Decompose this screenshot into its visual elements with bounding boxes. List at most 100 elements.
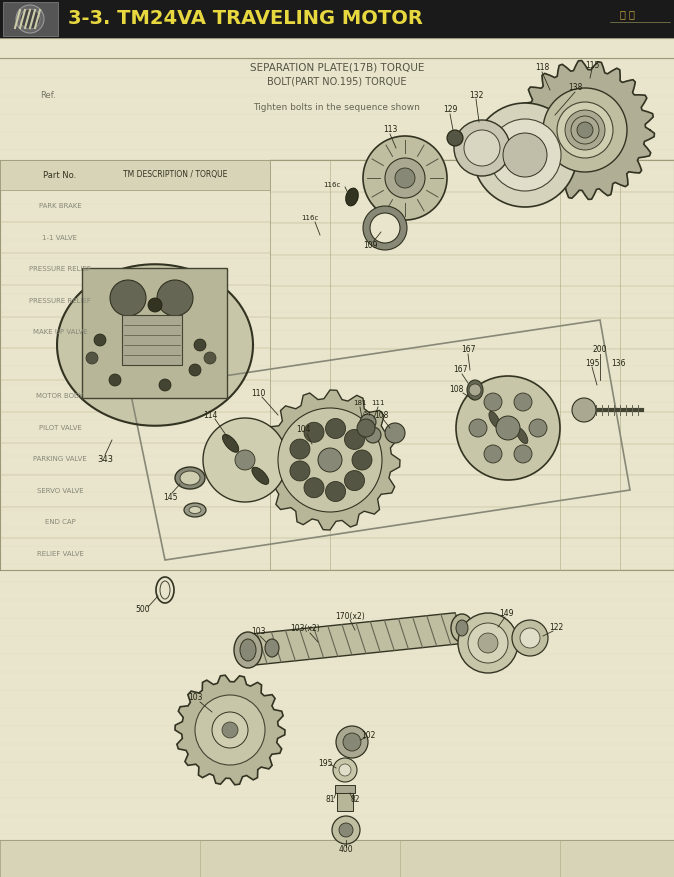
Text: 195: 195 (585, 359, 599, 367)
Ellipse shape (467, 380, 483, 400)
Circle shape (344, 471, 365, 490)
Text: BOLT(PART NO.195) TORQUE: BOLT(PART NO.195) TORQUE (268, 77, 406, 87)
Circle shape (514, 445, 532, 463)
Circle shape (370, 213, 400, 243)
Circle shape (514, 393, 532, 411)
Circle shape (339, 823, 353, 837)
Text: 167: 167 (453, 366, 467, 374)
Circle shape (520, 628, 540, 648)
Circle shape (543, 88, 627, 172)
Text: 103: 103 (251, 628, 266, 637)
Circle shape (278, 408, 382, 512)
Circle shape (235, 450, 255, 470)
Circle shape (195, 695, 265, 765)
Text: 3-3. TM24VA TRAVELING MOTOR: 3-3. TM24VA TRAVELING MOTOR (68, 10, 423, 28)
Circle shape (110, 280, 146, 316)
Text: PARK BRAKE: PARK BRAKE (38, 203, 82, 209)
Bar (0, 840, 674, 877)
Text: 102: 102 (361, 731, 375, 739)
Circle shape (363, 136, 447, 220)
Polygon shape (260, 390, 400, 530)
Bar (0, 160, 270, 190)
Circle shape (194, 339, 206, 351)
Text: 122: 122 (549, 624, 563, 632)
Circle shape (343, 733, 361, 751)
Text: PILOT VALVE: PILOT VALVE (38, 424, 82, 431)
Circle shape (454, 120, 510, 176)
Text: 400: 400 (339, 845, 353, 854)
Text: 1-1 VALVE: 1-1 VALVE (42, 234, 78, 240)
Text: 167: 167 (461, 346, 475, 354)
Text: 113: 113 (383, 125, 397, 134)
Circle shape (352, 450, 372, 470)
Text: MAKE UP VALVE: MAKE UP VALVE (32, 330, 88, 336)
Text: Part No.: Part No. (43, 170, 77, 180)
Circle shape (212, 712, 248, 748)
Text: 116c: 116c (324, 182, 340, 188)
Ellipse shape (234, 632, 262, 668)
Circle shape (332, 816, 360, 844)
Circle shape (189, 364, 201, 376)
Polygon shape (243, 613, 465, 666)
Text: 500: 500 (135, 605, 150, 615)
Text: 109: 109 (363, 240, 377, 249)
Circle shape (360, 414, 376, 430)
Circle shape (363, 206, 407, 250)
Text: 114: 114 (203, 410, 217, 419)
Circle shape (204, 352, 216, 364)
Ellipse shape (222, 434, 239, 453)
Text: 343: 343 (97, 455, 113, 465)
Circle shape (94, 334, 106, 346)
Bar (82, 268, 227, 398)
Ellipse shape (189, 507, 201, 514)
Text: 195: 195 (317, 759, 332, 767)
Text: PARKING VALVE: PARKING VALVE (33, 456, 87, 462)
Circle shape (512, 620, 548, 656)
Circle shape (290, 461, 310, 481)
Ellipse shape (240, 639, 256, 661)
Text: 108: 108 (449, 386, 463, 395)
Circle shape (203, 418, 287, 502)
Circle shape (529, 419, 547, 437)
Text: PRESSURE RELIEF: PRESSURE RELIEF (29, 266, 91, 272)
Circle shape (385, 158, 425, 198)
Text: SEPARATION PLATE(17B) TORQUE: SEPARATION PLATE(17B) TORQUE (250, 63, 424, 73)
Circle shape (565, 110, 605, 150)
Text: 200: 200 (592, 346, 607, 354)
Text: RELIEF VALVE: RELIEF VALVE (36, 551, 84, 557)
Bar (337, 793, 353, 811)
Circle shape (333, 758, 357, 782)
Circle shape (395, 168, 415, 188)
Polygon shape (175, 675, 285, 785)
Ellipse shape (265, 639, 279, 657)
Bar (0, 0, 674, 38)
Bar (3, 2, 58, 36)
Circle shape (20, 9, 40, 29)
Text: 129: 129 (443, 105, 457, 115)
Circle shape (326, 481, 346, 502)
Circle shape (86, 352, 98, 364)
Ellipse shape (175, 467, 205, 489)
Circle shape (464, 130, 500, 166)
Text: 149: 149 (499, 609, 513, 617)
Circle shape (109, 374, 121, 386)
Text: END CAP: END CAP (44, 519, 75, 525)
Bar (335, 785, 355, 793)
Circle shape (484, 393, 502, 411)
Text: 110: 110 (251, 389, 265, 397)
Ellipse shape (451, 614, 473, 642)
Circle shape (344, 430, 365, 449)
Circle shape (218, 718, 242, 742)
Text: 104: 104 (296, 425, 310, 434)
Text: 181: 181 (353, 400, 367, 406)
Circle shape (572, 398, 596, 422)
Text: 145: 145 (162, 493, 177, 502)
Text: Ref.: Ref. (40, 90, 56, 99)
Text: 116c: 116c (301, 215, 319, 221)
Circle shape (148, 298, 162, 312)
Ellipse shape (456, 620, 468, 636)
Bar (122, 315, 182, 365)
Text: (5): (5) (363, 410, 371, 416)
Circle shape (336, 726, 368, 758)
Circle shape (159, 379, 171, 391)
